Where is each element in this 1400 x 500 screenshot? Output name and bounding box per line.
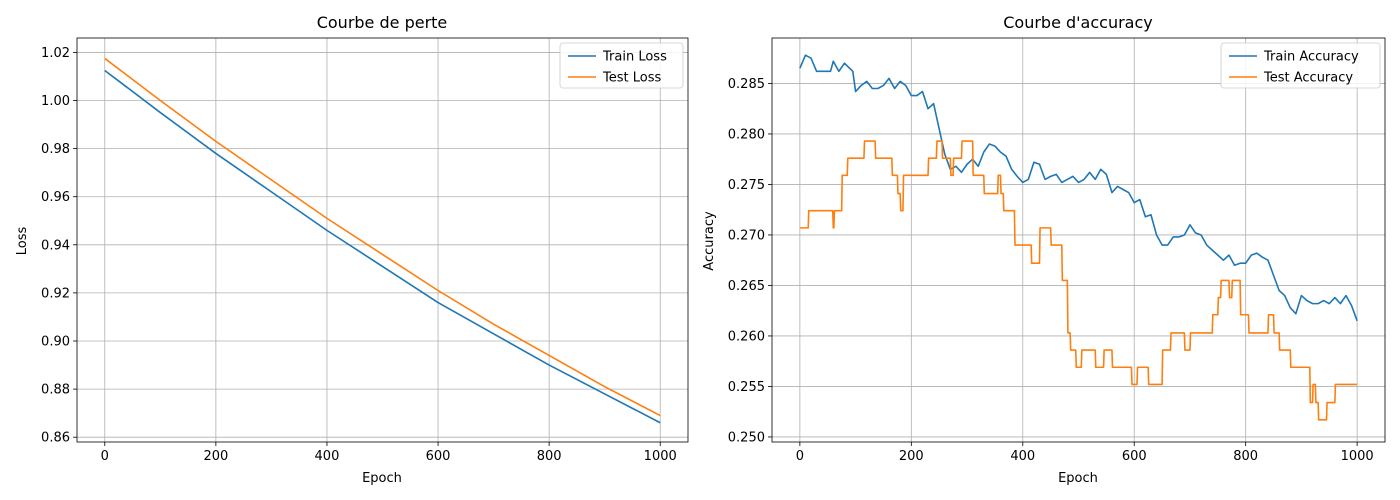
loss-x-tick-label: 1000 xyxy=(644,449,677,464)
loss-chart-panel: Courbe de perte Epoch Loss 0 200 400 600 800… xyxy=(15,13,689,486)
loss-grid xyxy=(77,38,688,442)
accuracy-x-tick-label: 0 xyxy=(796,449,804,464)
accuracy-y-tick-label: 0.270 xyxy=(728,228,765,243)
accuracy-x-tick-label: 1000 xyxy=(1341,449,1374,464)
loss-chart-xlabel: Epoch xyxy=(362,471,402,486)
loss-x-tick-label: 800 xyxy=(537,449,562,464)
accuracy-chart-panel: Courbe d'accuracy Epoch Accuracy 0 200 400… xyxy=(702,13,1386,486)
loss-y-tick-label: 0.86 xyxy=(41,431,70,446)
loss-x-tick-label: 600 xyxy=(426,449,451,464)
loss-x-tick-label: 0 xyxy=(101,449,109,464)
loss-legend-label: Train Loss xyxy=(602,50,667,65)
loss-series-line-test-loss xyxy=(104,57,661,417)
loss-y-tick-label: 0.98 xyxy=(41,142,70,157)
loss-legend: Train Loss Test Loss xyxy=(559,42,684,89)
loss-axes-frame xyxy=(76,37,689,443)
accuracy-y-tick-label: 0.285 xyxy=(728,77,765,92)
loss-x-tick-label: 400 xyxy=(315,449,340,464)
accuracy-y-tick-label: 0.265 xyxy=(728,279,765,294)
accuracy-legend-box xyxy=(1220,42,1381,89)
loss-y-tick-label: 0.90 xyxy=(41,335,70,350)
accuracy-series-line-test-accuracy xyxy=(799,140,1358,421)
accuracy-series-line-train-accuracy xyxy=(799,54,1358,322)
accuracy-y-tick-label: 0.280 xyxy=(728,127,765,142)
loss-y-tick-label: 0.94 xyxy=(41,238,70,253)
loss-y-tick-label: 0.96 xyxy=(41,190,70,205)
accuracy-chart-ylabel: Accuracy xyxy=(702,211,717,271)
accuracy-y-tick-label: 0.275 xyxy=(728,178,765,193)
loss-y-tick-label: 0.92 xyxy=(41,286,70,301)
loss-x-tick-label: 200 xyxy=(203,449,228,464)
accuracy-y-tick-label: 0.260 xyxy=(728,329,765,344)
accuracy-y-tick-label: 0.250 xyxy=(728,430,765,445)
accuracy-chart-title: Courbe d'accuracy xyxy=(1003,13,1153,32)
accuracy-legend: Train Accuracy Test Accuracy xyxy=(1220,42,1381,89)
accuracy-y-tick-label: 0.255 xyxy=(728,380,765,395)
loss-y-tick-label: 0.88 xyxy=(41,383,70,398)
loss-legend-label: Test Loss xyxy=(602,71,661,86)
loss-y-tick-label: 1.02 xyxy=(41,46,70,61)
loss-y-tick-label: 1.00 xyxy=(41,94,70,109)
accuracy-legend-label: Train Accuracy xyxy=(1263,50,1359,65)
loss-series-line-train-loss xyxy=(104,69,661,424)
accuracy-x-tick-label: 800 xyxy=(1233,449,1258,464)
accuracy-axes-frame xyxy=(771,37,1386,443)
accuracy-chart-xlabel: Epoch xyxy=(1058,471,1098,486)
accuracy-x-tick-label: 600 xyxy=(1122,449,1147,464)
accuracy-x-tick-label: 200 xyxy=(899,449,924,464)
accuracy-x-tick-label: 400 xyxy=(1010,449,1035,464)
accuracy-legend-label: Test Accuracy xyxy=(1263,71,1353,86)
loss-chart-title: Courbe de perte xyxy=(317,13,448,32)
loss-chart-ylabel: Loss xyxy=(15,227,30,256)
accuracy-grid xyxy=(772,38,1385,442)
